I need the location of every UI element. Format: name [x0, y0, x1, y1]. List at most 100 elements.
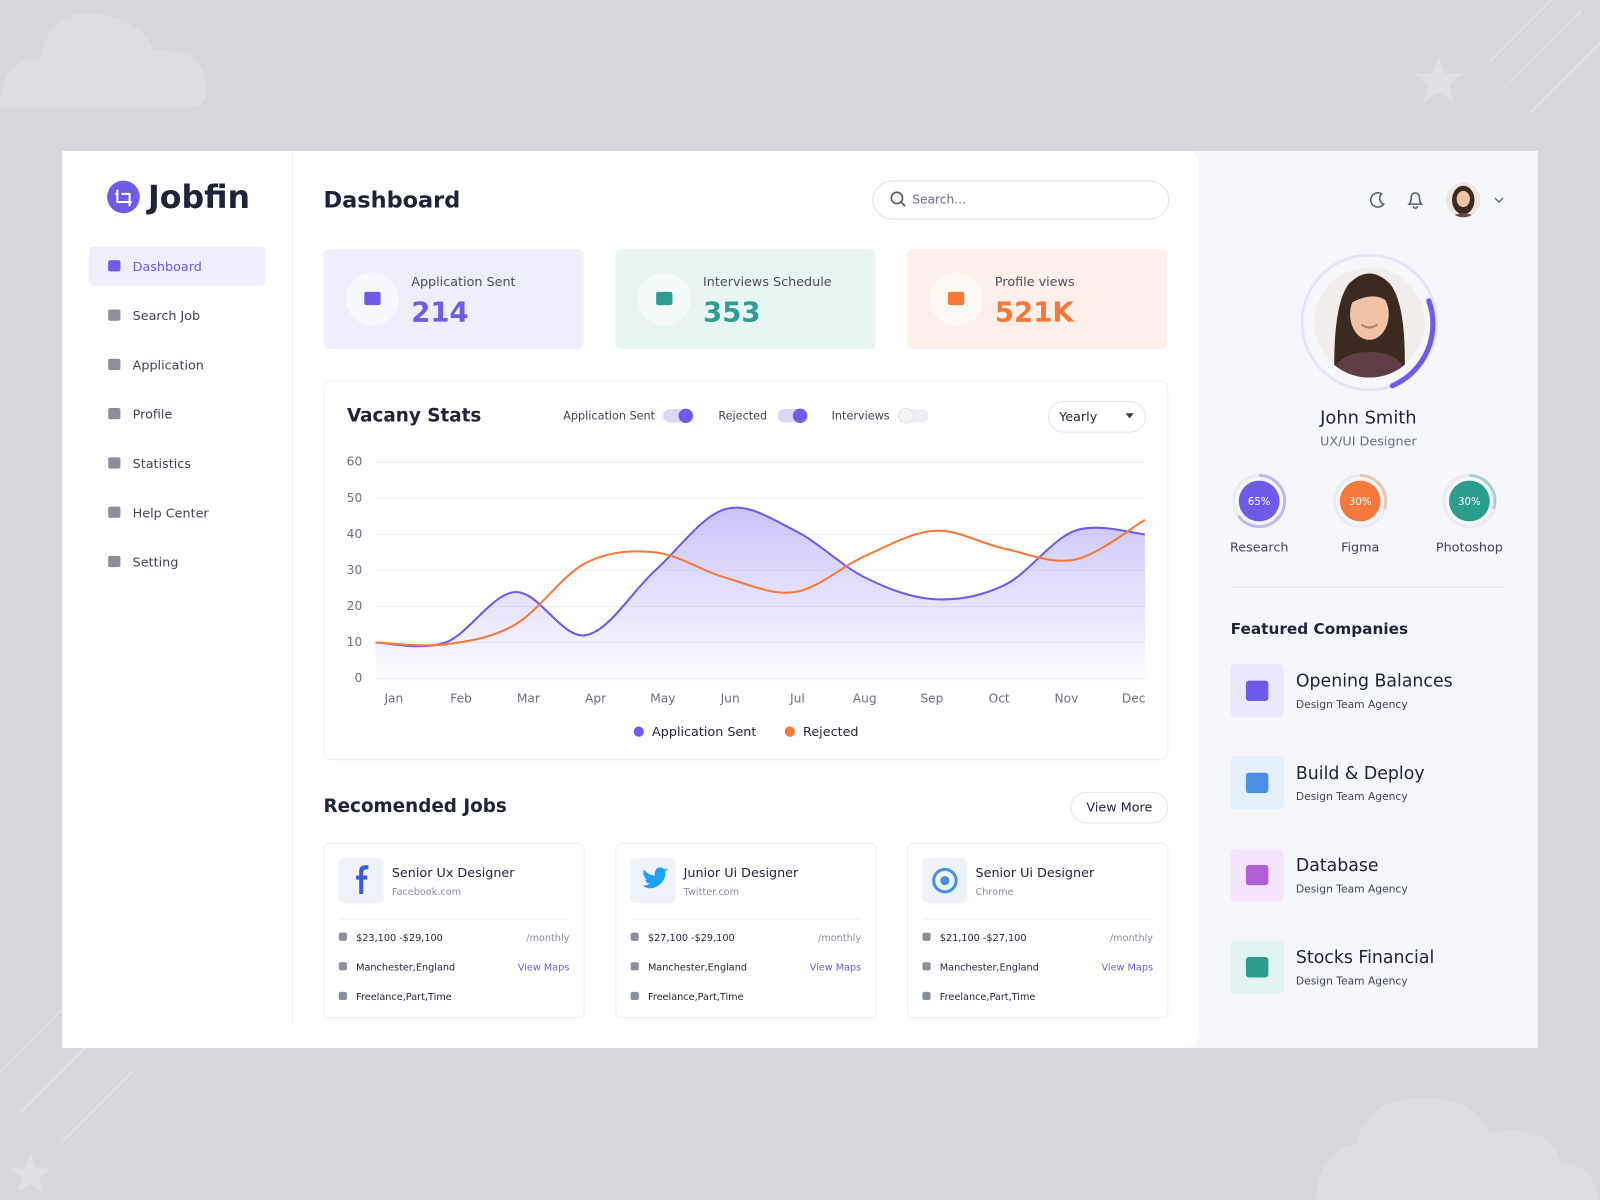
company-name[interactable]: Stocks Financial	[1296, 948, 1434, 968]
stat-label: Application Sent	[411, 275, 515, 290]
skill-percent: 65%	[1248, 497, 1271, 508]
toggle-knob[interactable]	[898, 408, 914, 424]
legend-swatch	[633, 726, 644, 737]
skill-ring-progress	[1333, 473, 1388, 529]
job-row-icon	[922, 962, 931, 971]
cloud	[1316, 1096, 1600, 1200]
stat-icon	[364, 291, 381, 306]
job-row-icon	[922, 932, 931, 941]
skill-name: Figma	[1341, 540, 1379, 555]
series-line	[375, 506, 1145, 648]
x-tick-label: Mar	[517, 691, 541, 705]
nav-icon[interactable]	[108, 555, 121, 568]
chrome-logo-center	[940, 876, 950, 886]
search-icon	[890, 191, 904, 205]
y-tick-label: 0	[354, 671, 362, 685]
star	[10, 1153, 52, 1192]
job-location: Manchester,England	[356, 962, 455, 973]
view-more-button[interactable]	[1070, 791, 1169, 824]
job-card	[323, 842, 585, 1019]
company-icon[interactable]	[1245, 864, 1269, 886]
view-maps-link[interactable]: View Maps	[810, 962, 862, 973]
toggle-knob[interactable]	[792, 408, 808, 423]
star	[1414, 56, 1464, 103]
nav-item[interactable]: Dashboard	[133, 260, 202, 275]
job-job-type: Freelance,Part,Time	[356, 992, 452, 1003]
view-maps-link[interactable]: View Maps	[518, 962, 570, 973]
profile-role: UX/UI Designer	[1320, 434, 1417, 449]
theme-toggle-icon[interactable]	[1369, 192, 1385, 208]
period-dropdown[interactable]	[1047, 401, 1146, 433]
toggle-knob[interactable]	[678, 408, 693, 423]
nav-item[interactable]: Help Center	[133, 506, 210, 521]
job-location: Manchester,England	[940, 962, 1039, 973]
search-box[interactable]	[872, 180, 1170, 220]
nav-item[interactable]: Profile	[133, 408, 173, 423]
avatar-ring-progress	[1389, 298, 1436, 389]
nav-item[interactable]: Search Job	[133, 309, 201, 324]
company-icon[interactable]	[1245, 957, 1269, 978]
skill-ring-progress	[1442, 473, 1497, 529]
logo-mark	[107, 180, 140, 214]
skill-ring-track	[1232, 473, 1287, 529]
y-tick-label: 30	[347, 563, 363, 577]
job-title: Senior Ui Designer	[976, 866, 1095, 881]
profile-menu-arrow[interactable]	[1494, 197, 1504, 203]
job-salary: $23,100 -$29,100	[356, 933, 443, 944]
view-maps-link[interactable]: View Maps	[1101, 962, 1153, 973]
notification-icon[interactable]	[1407, 192, 1424, 209]
nav-icon[interactable]	[108, 506, 121, 518]
company-name[interactable]: Opening Balances	[1296, 672, 1453, 692]
stat-value: 214	[411, 296, 469, 328]
job-job-type: Freelance,Part,Time	[648, 992, 744, 1003]
nav-icon[interactable]	[108, 457, 121, 469]
chart-title: Vacany Stats	[347, 405, 481, 426]
nav-icon[interactable]	[108, 408, 121, 420]
job-row-icon	[630, 962, 639, 971]
nav-icon[interactable]	[108, 260, 121, 272]
y-tick-label: 50	[347, 491, 363, 505]
skill-ring-progress	[1232, 473, 1287, 529]
x-tick-label: Jun	[720, 691, 740, 705]
y-tick-label: 40	[347, 527, 363, 541]
job-card	[615, 842, 877, 1019]
company-name[interactable]: Build & Deploy	[1296, 764, 1425, 784]
job-job-type: Freelance,Part,Time	[940, 992, 1036, 1003]
job-title: Junior Ui Designer	[683, 866, 799, 881]
company-icon[interactable]	[1245, 772, 1269, 794]
company-subtitle: Design Team Agency	[1296, 698, 1408, 711]
profile-avatar	[1314, 267, 1425, 378]
nav-item[interactable]: Setting	[133, 556, 179, 571]
brand-name: Jobfin	[146, 180, 250, 216]
stat-icon	[656, 291, 673, 306]
x-tick-label: Jul	[789, 691, 805, 705]
nav-item[interactable]: Statistics	[133, 457, 192, 472]
legend-label: Rejected	[803, 725, 858, 740]
skill-ring-track	[1442, 473, 1497, 529]
stat-label: Interviews Schedule	[703, 275, 832, 290]
job-row-icon	[338, 991, 347, 1000]
job-row-icon	[630, 991, 639, 1000]
view-more-label[interactable]: View More	[1086, 801, 1152, 816]
company-icon[interactable]	[1245, 680, 1269, 702]
job-pay-period: /monthly	[1110, 933, 1153, 944]
stat-card	[323, 248, 584, 349]
job-salary: $27,100 -$29,100	[648, 933, 735, 944]
skill-badge	[1339, 480, 1381, 522]
nav-item[interactable]: Application	[133, 358, 204, 373]
nav-icon[interactable]	[108, 358, 121, 370]
stat-card	[907, 248, 1168, 349]
stat-card	[615, 248, 876, 349]
period-label[interactable]: Yearly	[1058, 410, 1098, 425]
job-pay-period: /monthly	[526, 933, 569, 944]
section-title: Recomended Jobs	[323, 796, 506, 817]
nav-icon[interactable]	[108, 309, 121, 321]
profile-name: John Smith	[1319, 407, 1416, 428]
company-subtitle: Design Team Agency	[1296, 790, 1408, 803]
company-name[interactable]: Database	[1296, 856, 1379, 876]
job-row-icon	[338, 932, 347, 941]
job-pay-period: /monthly	[818, 933, 861, 944]
avatar-ring	[1300, 253, 1439, 392]
